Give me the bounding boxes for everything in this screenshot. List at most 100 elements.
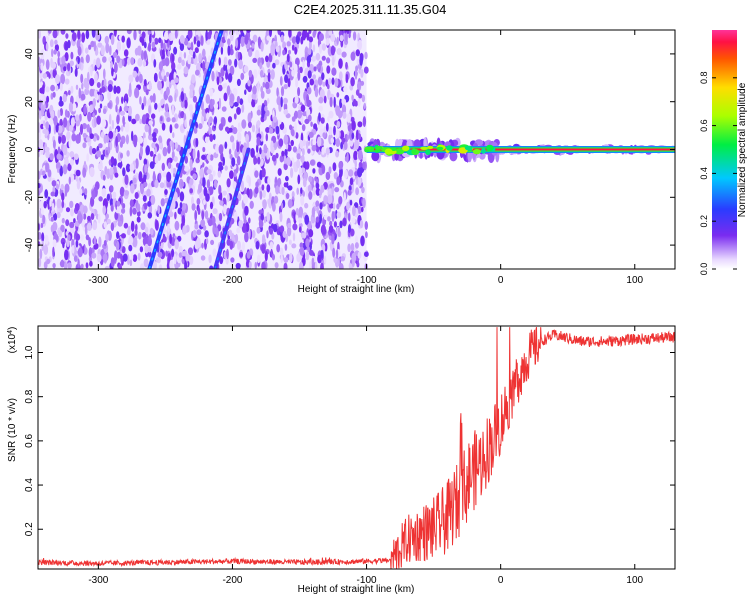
snr-panel: -300 -200 -100 0 100 0.2 0.4 0.6 0.8 1.0 Height …	[7, 325, 676, 595]
noise-speckle	[291, 44, 295, 51]
noise-speckle	[220, 45, 224, 55]
noise-speckle	[294, 46, 298, 55]
noise-speckle	[100, 131, 105, 139]
noise-speckle	[144, 226, 149, 234]
noise-speckle	[318, 96, 324, 104]
noise-speckle	[143, 258, 149, 268]
noise-speckle	[274, 59, 280, 66]
noise-speckle	[256, 226, 261, 234]
noise-speckle	[38, 182, 41, 189]
x-tick-label: -200	[222, 575, 242, 586]
noise-speckle	[173, 172, 176, 178]
noise-speckle	[226, 238, 231, 246]
noise-speckle	[115, 128, 118, 136]
noise-speckle	[364, 51, 368, 60]
noise-speckle	[151, 142, 156, 149]
noise-speckle	[206, 169, 212, 175]
noise-speckle	[195, 137, 199, 148]
noise-speckle	[296, 109, 303, 119]
noise-speckle	[307, 184, 312, 193]
noise-speckle	[219, 256, 224, 265]
noise-speckle	[79, 188, 83, 196]
noise-speckle	[158, 102, 161, 113]
noise-speckle	[105, 233, 109, 243]
carrier-blob	[427, 145, 434, 150]
noise-speckle	[45, 59, 50, 70]
noise-speckle	[99, 159, 103, 167]
carrier-blob	[402, 145, 410, 152]
noise-speckle	[359, 55, 363, 66]
noise-speckle	[86, 222, 92, 231]
noise-speckle	[298, 210, 303, 220]
noise-speckle	[184, 119, 187, 128]
noise-speckle	[283, 262, 288, 269]
noise-speckle	[230, 44, 233, 51]
noise-speckle	[164, 31, 169, 41]
noise-speckle	[127, 57, 130, 66]
noise-speckle	[56, 153, 62, 160]
carrier-band-core	[366, 148, 675, 151]
noise-speckle	[38, 223, 41, 231]
noise-speckle	[40, 62, 44, 71]
noise-speckle	[292, 232, 296, 242]
noise-speckle	[113, 85, 117, 95]
colorbar: 0.0 0.2 0.4 0.6 0.8 Normalized spectral ampl…	[699, 30, 748, 275]
noise-speckle	[317, 76, 323, 86]
noise-speckle	[362, 161, 366, 169]
noise-speckle	[147, 30, 151, 35]
noise-speckle	[328, 110, 334, 119]
noise-speckle	[336, 211, 342, 219]
noise-speckle	[83, 213, 87, 220]
noise-speckle	[165, 78, 170, 89]
noise-speckle	[279, 225, 285, 233]
noise-speckle	[77, 46, 82, 56]
noise-speckle	[55, 85, 59, 92]
noise-speckle	[313, 66, 317, 72]
noise-speckle	[328, 203, 334, 209]
noise-speckle	[66, 131, 71, 141]
noise-speckle	[267, 68, 271, 75]
noise-speckle	[129, 259, 133, 267]
y-tick-label: 0.4	[24, 478, 35, 492]
y-tick-label: -20	[24, 190, 35, 205]
noise-speckle	[48, 73, 51, 79]
noise-speckle	[39, 248, 43, 260]
carrier-blob	[384, 148, 393, 155]
noise-speckle	[291, 191, 295, 199]
noise-speckle	[254, 49, 260, 61]
noise-speckle	[349, 199, 353, 206]
noise-speckle	[52, 30, 58, 39]
noise-speckle	[174, 123, 179, 129]
noise-speckle	[298, 226, 302, 233]
noise-speckle	[160, 116, 163, 122]
noise-speckle	[119, 140, 123, 148]
noise-speckle	[105, 213, 109, 219]
noise-speckle	[286, 41, 291, 47]
noise-speckle	[94, 48, 99, 56]
noise-speckle	[142, 195, 147, 202]
noise-speckle	[130, 183, 135, 194]
noise-speckle	[350, 77, 355, 87]
noise-speckle	[171, 53, 175, 63]
noise-speckle	[169, 259, 174, 269]
noise-speckle	[49, 39, 54, 48]
noise-speckle	[134, 192, 139, 199]
noise-speckle	[330, 45, 336, 56]
noise-speckle	[346, 201, 350, 211]
noise-speckle	[244, 231, 249, 243]
noise-speckle	[70, 30, 75, 33]
noise-speckle	[131, 220, 135, 227]
noise-speckle	[302, 111, 308, 117]
noise-speckle	[172, 167, 177, 174]
noise-speckle	[121, 233, 126, 239]
noise-speckle	[321, 43, 326, 51]
noise-speckle	[132, 70, 138, 78]
noise-speckle	[251, 124, 256, 133]
noise-speckle	[69, 60, 74, 67]
noise-speckle	[183, 52, 187, 59]
noise-speckle	[174, 142, 178, 149]
noise-speckle	[158, 37, 162, 44]
noise-speckle	[338, 263, 344, 269]
snr-y-label: SNR (10 * v/v)	[7, 398, 18, 462]
